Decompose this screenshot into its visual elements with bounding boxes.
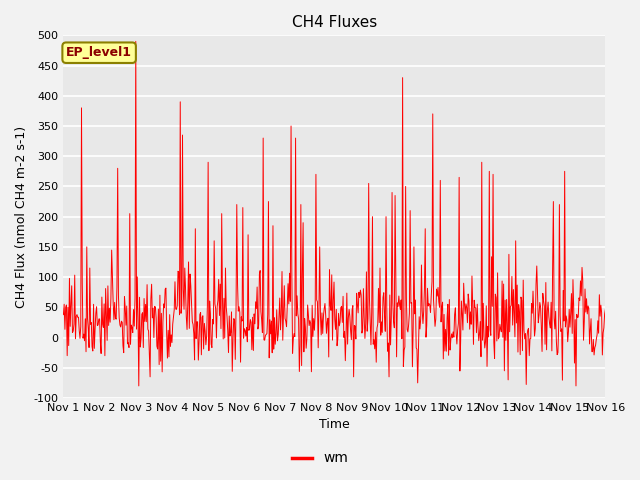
Title: CH4 Fluxes: CH4 Fluxes: [292, 15, 377, 30]
Text: EP_level1: EP_level1: [66, 46, 132, 59]
X-axis label: Time: Time: [319, 419, 350, 432]
Y-axis label: CH4 Flux (nmol CH4 m-2 s-1): CH4 Flux (nmol CH4 m-2 s-1): [15, 126, 28, 308]
Legend: wm: wm: [286, 445, 354, 471]
